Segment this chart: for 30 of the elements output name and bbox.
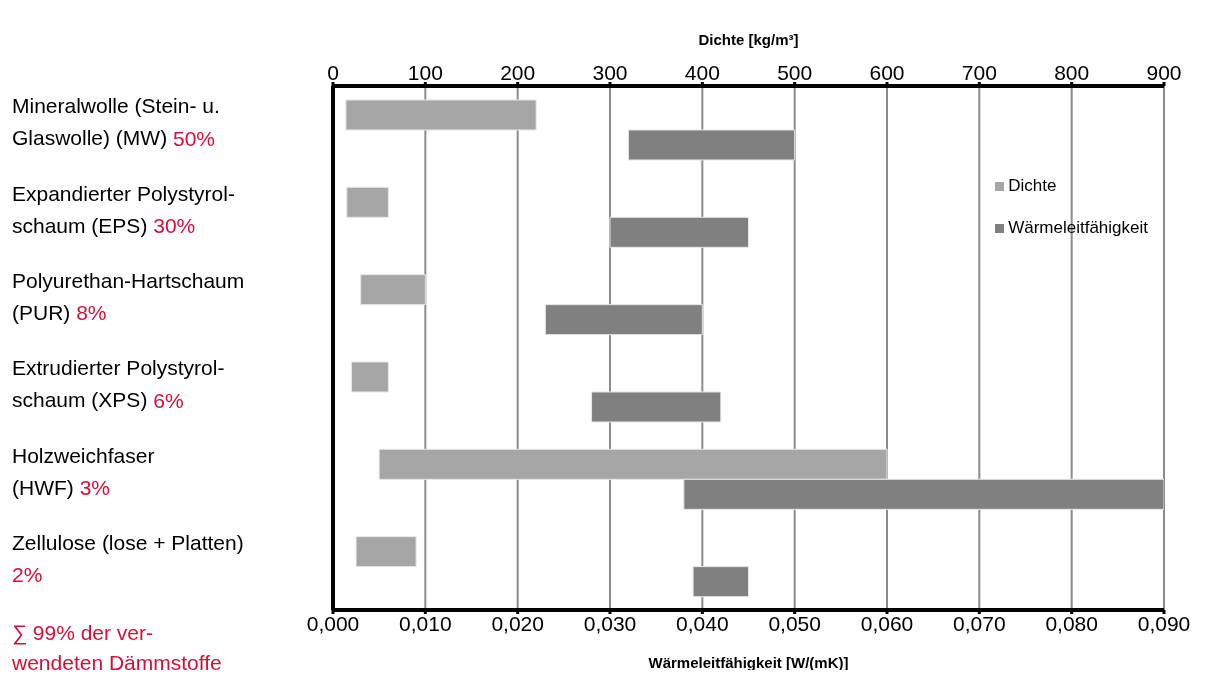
x2-axis-title: Dichte [kg/m³]: [698, 30, 799, 48]
y-tick-label: Holzweichfaser (HWF) 3%: [12, 443, 155, 499]
x2-tick-label: 200: [500, 61, 536, 84]
text: ∑ 99% der ver- wendeten Dämmstoffe: [12, 620, 222, 676]
x2-tick-label: 600: [869, 61, 905, 84]
x2-tick-label: 700: [961, 61, 997, 84]
x2-tick-label: 900: [1146, 61, 1182, 84]
x-tick-label: 0,050: [768, 611, 821, 635]
x-tick-label: 0,020: [491, 611, 544, 635]
x2-tick-label: 0: [327, 61, 339, 84]
y-tick-label: Zellulose (lose + Platten) 2%: [12, 530, 244, 586]
x2-tick-label: 800: [1054, 61, 1090, 84]
x-tick-label: 0,000: [306, 611, 360, 635]
legend-label: Dichte: [1008, 176, 1057, 196]
x-tick-label: 0,070: [953, 611, 1006, 635]
x2-tick-label: 400: [684, 61, 720, 84]
x-tick-label: 0,040: [676, 611, 729, 635]
legend-label: Wärmeleitfähigkeit: [1008, 218, 1148, 238]
x-tick-label: 0,060: [860, 611, 914, 635]
y-tick-label: Expandierter Polystyrol- schaum (EPS) 30%: [12, 181, 235, 237]
x-tick-label: 0,010: [399, 611, 452, 635]
x2-tick-label: 100: [407, 61, 443, 84]
x-tick-label: 0,080: [1045, 611, 1098, 635]
x-tick-label: 0,030: [583, 611, 637, 635]
y-tick-label: Extrudierter Polystyrol- schaum (XPS) 6%: [12, 356, 225, 412]
y-tick-label: Mineralwolle (Stein- u. Glaswolle) (MW) 50%: [12, 94, 220, 150]
y-tick-label: Polyurethan-Hartschaum (PUR) 8%: [12, 268, 245, 324]
x-tick-label: 0,090: [1137, 611, 1191, 635]
x2-tick-label: 300: [592, 61, 628, 84]
x2-tick-label: 500: [777, 61, 813, 84]
